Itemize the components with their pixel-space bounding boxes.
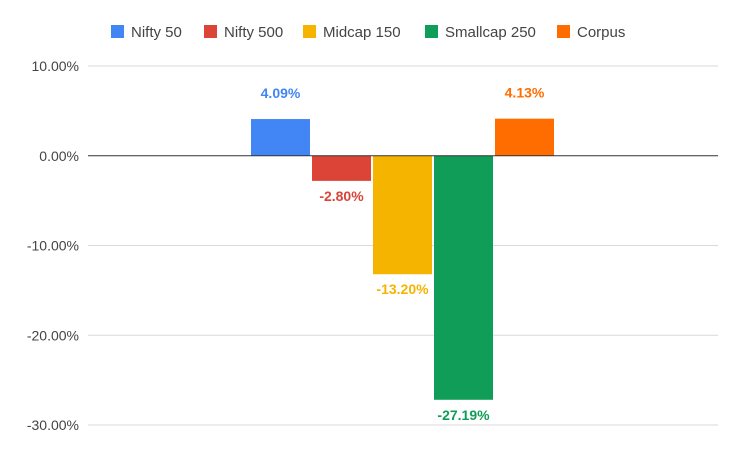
legend-swatch — [204, 25, 217, 38]
legend-swatch — [111, 25, 124, 38]
legend-label: Corpus — [577, 24, 625, 41]
data-label: -2.80% — [319, 188, 364, 204]
gridlines — [88, 65, 718, 426]
data-label: 4.09% — [261, 85, 301, 101]
y-tick-label: -10.00% — [27, 238, 79, 254]
legend-label: Nifty 500 — [224, 24, 283, 41]
bar-nifty-500 — [312, 155, 371, 181]
data-label: 4.13% — [505, 85, 545, 101]
bars — [251, 118, 554, 400]
data-labels: 4.09% -2.80% -13.20% -27.19% 4.13% — [261, 85, 545, 423]
legend-item[interactable]: Midcap 150 — [303, 24, 401, 41]
y-axis-ticks: 10.00% 0.00% -10.00% -20.00% -30.00% — [27, 58, 79, 433]
y-tick-label: -20.00% — [27, 327, 79, 343]
data-label: -27.19% — [437, 407, 490, 423]
legend-swatch — [557, 25, 570, 38]
legend-item[interactable]: Nifty 500 — [204, 24, 283, 41]
legend-swatch — [303, 25, 316, 38]
bar-midcap-150 — [373, 155, 432, 275]
legend-label: Midcap 150 — [323, 24, 401, 41]
legend-label: Nifty 50 — [131, 24, 182, 41]
bar-corpus — [495, 118, 554, 156]
legend-label: Smallcap 250 — [445, 24, 536, 41]
legend-item[interactable]: Smallcap 250 — [425, 24, 536, 41]
y-tick-label: -30.00% — [27, 417, 79, 433]
legend-swatch — [425, 25, 438, 38]
bar-smallcap-250 — [434, 155, 493, 400]
bar-nifty-50 — [251, 119, 310, 156]
legend-item[interactable]: Corpus — [557, 24, 625, 41]
legend-item[interactable]: Nifty 50 — [111, 24, 182, 41]
y-tick-label: 10.00% — [32, 58, 79, 74]
legend: Nifty 50 Nifty 500 Midcap 150 Smallcap 250 C… — [111, 24, 625, 41]
data-label: -13.20% — [376, 281, 429, 297]
y-tick-label: 0.00% — [39, 148, 79, 164]
